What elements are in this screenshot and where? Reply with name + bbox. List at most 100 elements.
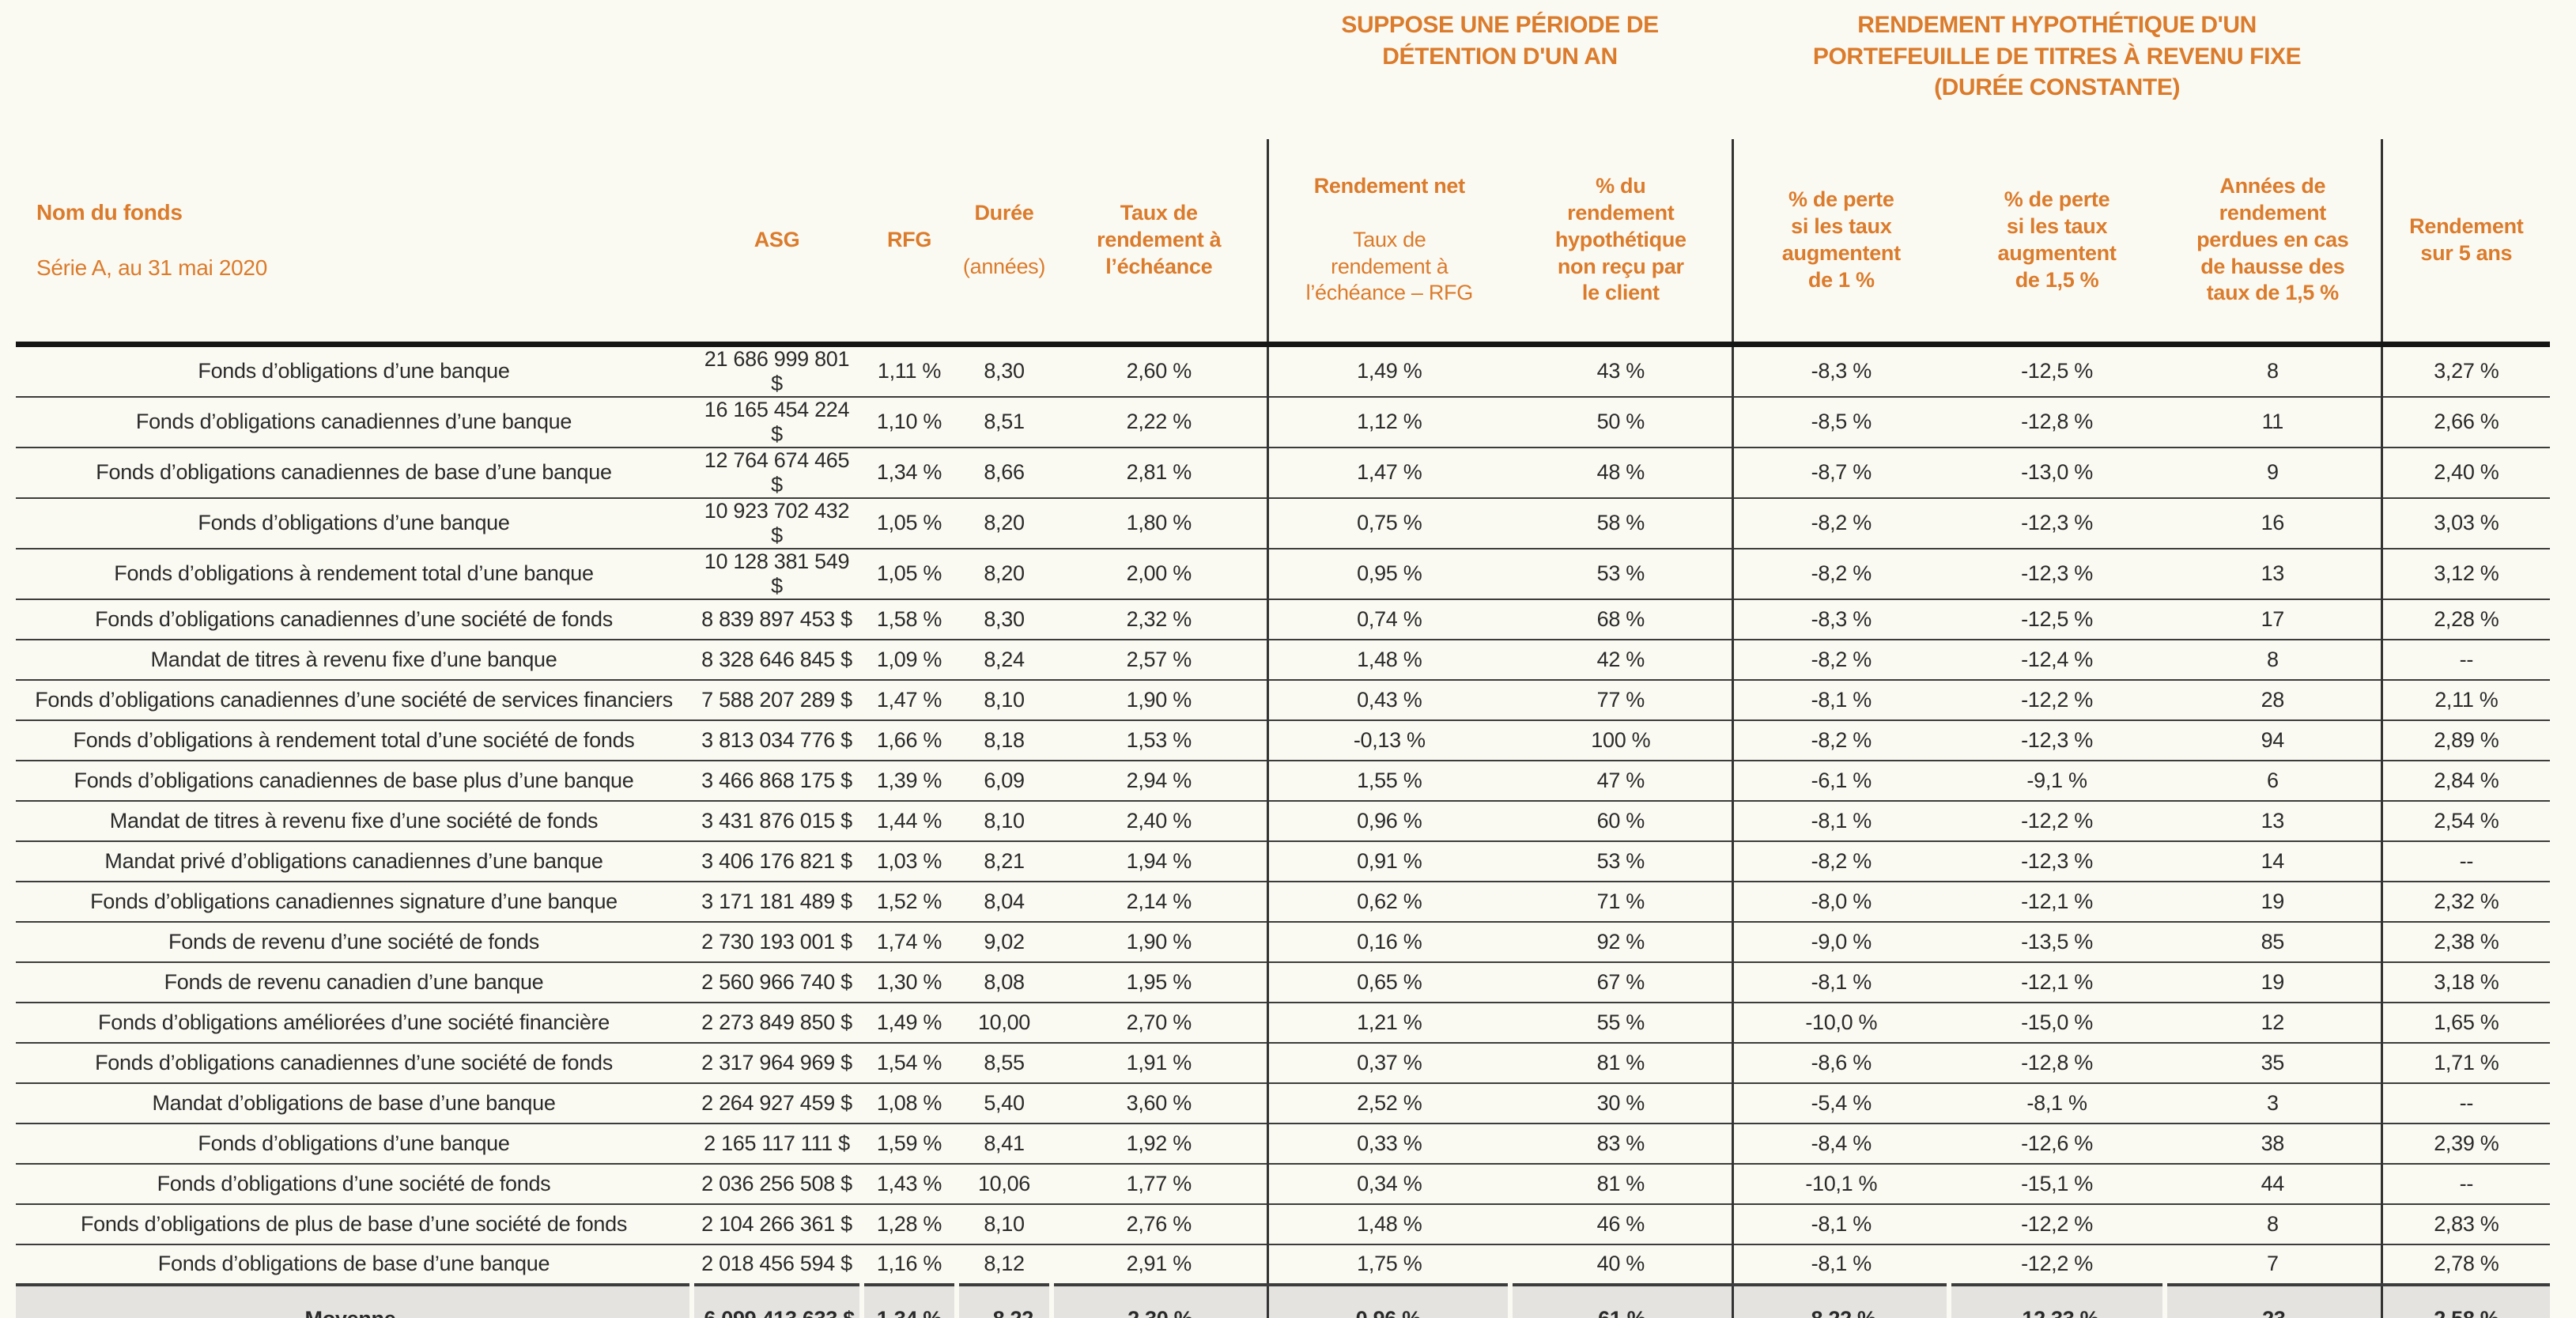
years-lost-cell: 3 xyxy=(2165,1082,2382,1124)
loss-1-5pct-cell: -12,1 % xyxy=(1949,961,2166,1003)
pct-not-received-cell: 40 % xyxy=(1510,1244,1733,1286)
loss-1pct-cell: -8,2 % xyxy=(1731,719,1950,761)
asg-cell: 2 560 966 740 $ xyxy=(692,961,862,1003)
return-5y-cell: 3,27 % xyxy=(2380,344,2551,398)
duration-cell: 10,06 xyxy=(957,1163,1052,1205)
loss-1-5pct-cell: -13,5 % xyxy=(1949,921,2166,963)
duration-cell: 8,10 xyxy=(957,679,1052,721)
years-lost-cell: 44 xyxy=(2165,1163,2382,1205)
ytm-cell: 3,60 % xyxy=(1052,1082,1268,1124)
loss-1pct-cell: -8,2 % xyxy=(1731,548,1950,600)
rfg-cell: 1,28 % xyxy=(862,1203,957,1245)
loss-1pct-cell: -8,0 % xyxy=(1731,881,1950,923)
net-return-cell: 0,96 % xyxy=(1266,800,1511,842)
net-return-cell: 1,12 % xyxy=(1266,396,1511,448)
ytm-cell: 1,53 % xyxy=(1052,719,1268,761)
ytm-cell: 2,40 % xyxy=(1052,800,1268,842)
asg-cell: 2 317 964 969 $ xyxy=(692,1042,862,1084)
group-title-holding-period: SUPPOSE UNE PÉRIODE DE DÉTENTION D'UN AN xyxy=(1341,12,1659,70)
pct-not-received-cell: 71 % xyxy=(1510,881,1733,923)
return-5y-cell: -- xyxy=(2380,840,2551,882)
rfg-cell: 1,10 % xyxy=(862,396,957,448)
duration-cell: 8,12 xyxy=(957,1244,1052,1286)
net-return-cell: 2,52 % xyxy=(1266,1082,1511,1124)
loss-1pct-cell: -8,1 % xyxy=(1731,1244,1950,1286)
fund-name-cell: Fonds d’obligations canadiennes de base … xyxy=(16,447,692,499)
loss-1pct-cell: -8,1 % xyxy=(1731,679,1950,721)
duration-cell: 8,04 xyxy=(957,881,1052,923)
average-duration-cell: 8,22 xyxy=(954,1282,1052,1318)
asg-cell: 3 813 034 776 $ xyxy=(692,719,862,761)
fund-name-cell: Mandat de titres à revenu fixe d’une soc… xyxy=(16,800,692,842)
average-loss-1pct-cell: -8,22 % xyxy=(1731,1282,1950,1318)
return-5y-cell: -- xyxy=(2380,1082,2551,1124)
duration-cell: 8,08 xyxy=(957,961,1052,1003)
fund-row: Fonds d’obligations améliorées d’une soc… xyxy=(16,1002,2551,1044)
pct-not-received-cell: 53 % xyxy=(1510,548,1733,600)
group-header-spacer-right xyxy=(2381,0,2550,139)
asg-cell: 3 406 176 821 $ xyxy=(692,840,862,882)
fund-row: Fonds d’obligations canadiennes de base … xyxy=(16,447,2551,499)
duration-cell: 8,51 xyxy=(957,396,1052,448)
loss-1-5pct-cell: -12,3 % xyxy=(1949,548,2166,600)
years-lost-cell: 8 xyxy=(2165,344,2382,398)
duration-cell: 8,10 xyxy=(957,800,1052,842)
asg-cell: 8 839 897 453 $ xyxy=(692,599,862,640)
rfg-cell: 1,59 % xyxy=(862,1123,957,1165)
asg-cell: 2 264 927 459 $ xyxy=(692,1082,862,1124)
net-return-cell: -0,13 % xyxy=(1266,719,1511,761)
rfg-cell: 1,09 % xyxy=(862,639,957,681)
loss-1-5pct-cell: -12,1 % xyxy=(1949,881,2166,923)
loss-1-5pct-cell: -8,1 % xyxy=(1949,1082,2166,1124)
rfg-cell: 1,08 % xyxy=(862,1082,957,1124)
loss-1-5pct-cell: -12,3 % xyxy=(1949,840,2166,882)
return-5y-cell: 2,38 % xyxy=(2380,921,2551,963)
return-5y-cell: 2,28 % xyxy=(2380,599,2551,640)
loss-1-5pct-cell: -9,1 % xyxy=(1949,760,2166,802)
loss-1pct-cell: -8,2 % xyxy=(1731,639,1950,681)
fund-name-cell: Fonds de revenu d’une société de fonds xyxy=(16,921,692,963)
average-name-cell: Moyenne xyxy=(16,1282,692,1318)
pct-not-received-cell: 67 % xyxy=(1510,961,1733,1003)
net-return-cell: 0,34 % xyxy=(1266,1163,1511,1205)
pct-not-received-cell: 42 % xyxy=(1510,639,1733,681)
rfg-cell: 1,54 % xyxy=(862,1042,957,1084)
asg-cell: 2 165 117 111 $ xyxy=(692,1123,862,1165)
fund-row: Fonds d’obligations d’une banque 21 686 … xyxy=(16,344,2551,398)
loss-1-5pct-cell: -12,2 % xyxy=(1949,800,2166,842)
rfg-cell: 1,11 % xyxy=(862,344,957,398)
loss-1-5pct-cell: -15,0 % xyxy=(1949,1002,2166,1044)
years-lost-cell: 14 xyxy=(2165,840,2382,882)
return-5y-cell: 2,78 % xyxy=(2380,1244,2551,1286)
loss-1-5pct-cell: -12,6 % xyxy=(1949,1123,2166,1165)
pct-not-received-cell: 30 % xyxy=(1510,1082,1733,1124)
loss-1pct-cell: -8,3 % xyxy=(1731,599,1950,640)
average-asg-cell: 6 099 413 633 $ xyxy=(689,1282,862,1318)
column-header-fund-name: Nom du fonds Série A, au 31 mai 2020 xyxy=(16,139,692,347)
pct-not-received-cell: 83 % xyxy=(1510,1123,1733,1165)
net-return-cell: 1,55 % xyxy=(1266,760,1511,802)
average-return-5y-cell: 2,58 % xyxy=(2380,1282,2551,1318)
return-5y-cell: 3,18 % xyxy=(2380,961,2551,1003)
rfg-cell: 1,47 % xyxy=(862,679,957,721)
duration-cell: 8,41 xyxy=(957,1123,1052,1165)
years-lost-cell: 19 xyxy=(2165,881,2382,923)
asg-cell: 10 923 702 432 $ xyxy=(692,497,862,549)
fund-row: Fonds d’obligations canadiennes de base … xyxy=(16,760,2551,802)
years-lost-cell: 94 xyxy=(2165,719,2382,761)
duration-cell: 8,21 xyxy=(957,840,1052,882)
loss-1pct-cell: -8,1 % xyxy=(1731,961,1950,1003)
ytm-cell: 2,57 % xyxy=(1052,639,1268,681)
net-return-cell: 0,65 % xyxy=(1266,961,1511,1003)
loss-1pct-cell: -8,6 % xyxy=(1731,1042,1950,1084)
years-lost-cell: 13 xyxy=(2165,800,2382,842)
return-5y-cell: -- xyxy=(2380,639,2551,681)
duration-cell: 5,40 xyxy=(957,1082,1052,1124)
return-5y-cell: 2,54 % xyxy=(2380,800,2551,842)
fund-row: Fonds d’obligations canadiennes d’une so… xyxy=(16,679,2551,721)
fund-row: Mandat privé d’obligations canadiennes d… xyxy=(16,840,2551,882)
fund-name-header-title: Nom du fonds xyxy=(36,200,183,225)
loss-1pct-cell: -8,4 % xyxy=(1731,1123,1950,1165)
years-lost-cell: 16 xyxy=(2165,497,2382,549)
ytm-cell: 2,76 % xyxy=(1052,1203,1268,1245)
